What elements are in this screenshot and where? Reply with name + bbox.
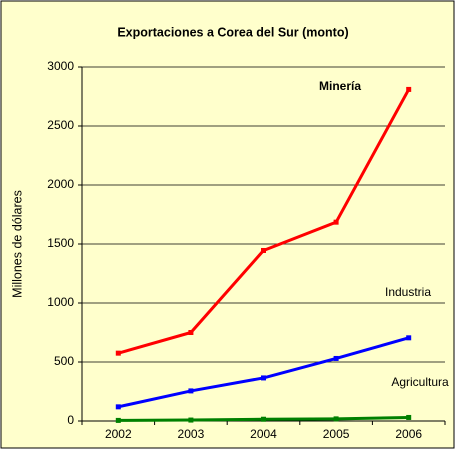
series-label: Agricultura [391, 375, 449, 389]
point [333, 355, 339, 361]
point [115, 404, 121, 410]
x-tick-label: 2003 [178, 427, 205, 441]
point [261, 247, 266, 253]
y-axis-label: Millones de dólares [10, 190, 24, 298]
y-tick-label: 2500 [47, 118, 74, 132]
point [188, 330, 194, 335]
point [406, 335, 412, 341]
series-label: Industria [385, 285, 431, 299]
y-tick-label: 0 [67, 413, 74, 427]
point [115, 350, 121, 356]
point [333, 416, 339, 422]
x-tick-label: 2006 [395, 427, 422, 441]
y-tick-label: 3000 [47, 59, 74, 73]
chart-title: Exportaciones a Corea del Sur (monto) [117, 25, 348, 39]
point [333, 219, 339, 225]
series-label: Minería [319, 79, 361, 93]
x-tick-label: 2004 [250, 427, 277, 441]
y-tick-label: 1500 [47, 236, 74, 250]
point [188, 417, 194, 423]
x-tick-label: 2005 [323, 427, 350, 441]
y-tick-label: 2000 [47, 177, 74, 191]
x-tick-label: 2002 [105, 427, 132, 441]
point [115, 417, 121, 423]
point [406, 414, 412, 420]
point [188, 388, 194, 394]
point [261, 375, 266, 381]
y-tick-label: 500 [54, 354, 74, 368]
y-tick-label: 1000 [47, 295, 74, 309]
point [406, 86, 412, 92]
point [261, 416, 266, 422]
